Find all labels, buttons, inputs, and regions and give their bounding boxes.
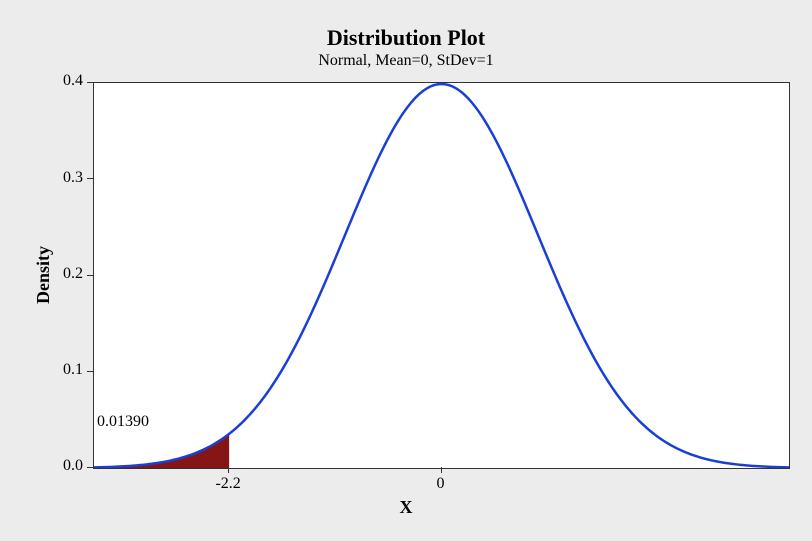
y-tick-label: 0.3 xyxy=(63,169,83,187)
x-axis-label: X xyxy=(0,497,812,518)
x-tick-label: -2.2 xyxy=(215,475,240,493)
y-tick-label: 0.0 xyxy=(63,457,83,475)
x-tick-mark xyxy=(228,467,229,473)
y-tick-label: 0.1 xyxy=(63,361,83,379)
density-curve xyxy=(94,84,789,467)
y-tick-mark xyxy=(87,82,93,83)
y-tick-mark xyxy=(87,275,93,276)
y-axis-label: Density xyxy=(33,240,54,310)
y-tick-mark xyxy=(87,371,93,372)
y-tick-label: 0.2 xyxy=(63,265,83,283)
chart-title: Distribution Plot xyxy=(0,25,812,51)
distribution-plot-chart: Distribution Plot Normal, Mean=0, StDev=… xyxy=(0,0,812,541)
x-tick-label: 0 xyxy=(437,475,445,493)
x-tick-mark xyxy=(441,467,442,473)
y-tick-label: 0.4 xyxy=(63,72,83,90)
plot-svg xyxy=(94,83,789,468)
y-tick-mark xyxy=(87,178,93,179)
shaded-region-annotation: 0.01390 xyxy=(97,413,149,431)
chart-subtitle: Normal, Mean=0, StDev=1 xyxy=(0,52,812,70)
plot-area xyxy=(93,82,790,469)
y-tick-mark xyxy=(87,467,93,468)
